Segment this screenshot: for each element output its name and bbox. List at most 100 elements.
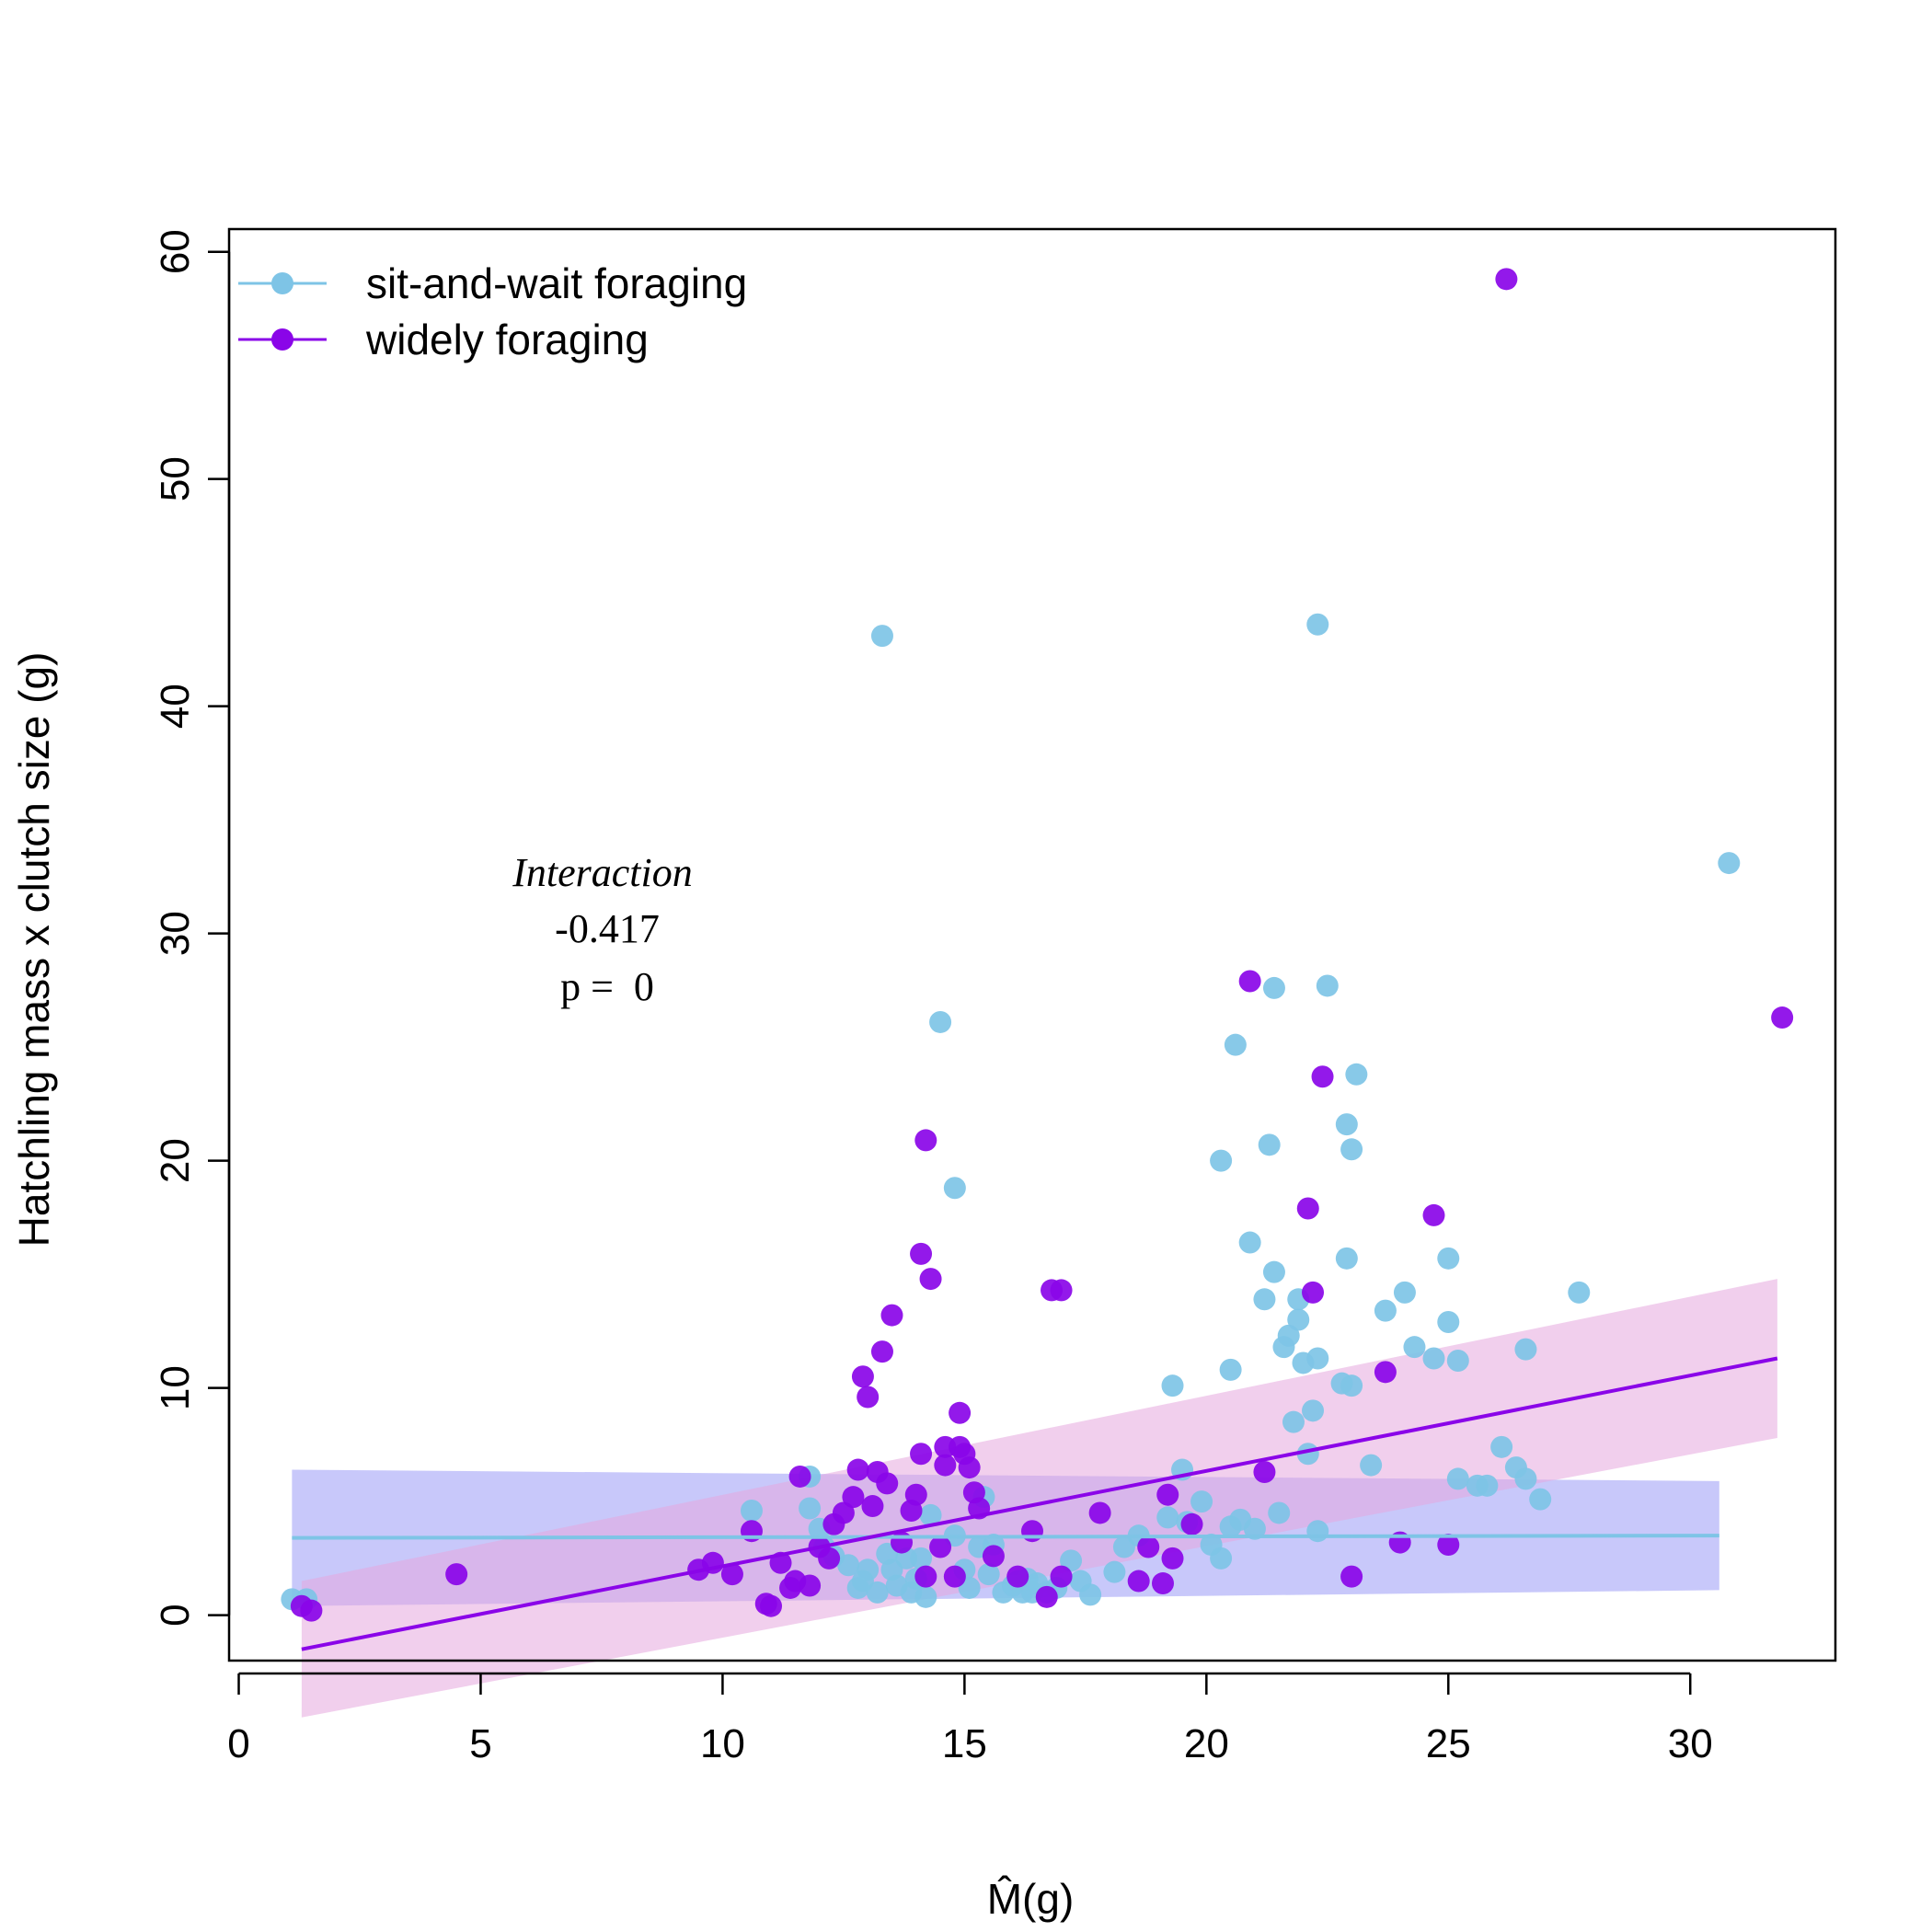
data-point-s0-59 xyxy=(1238,1231,1261,1254)
data-point-s0-95 xyxy=(1490,1435,1513,1458)
y-tick-label-40: 40 xyxy=(153,684,198,729)
data-point-s0-51 xyxy=(1190,1490,1213,1513)
data-point-s1-56 xyxy=(1156,1483,1179,1506)
data-point-s0-77 xyxy=(1316,974,1339,997)
data-point-s1-64 xyxy=(1340,1565,1363,1588)
y-tick-label-10: 10 xyxy=(153,1365,198,1410)
data-point-s1-69 xyxy=(1495,268,1518,291)
data-point-s1-46 xyxy=(1006,1565,1029,1588)
data-point-s0-54 xyxy=(1210,1547,1233,1570)
data-point-s0-81 xyxy=(1340,1138,1363,1161)
data-point-s0-61 xyxy=(1253,1288,1276,1311)
x-tick-label-5: 5 xyxy=(469,1721,491,1766)
data-point-s0-91 xyxy=(1446,1467,1469,1490)
confidence-band-1 xyxy=(301,1279,1777,1718)
data-points xyxy=(281,268,1794,1622)
data-point-s0-70 xyxy=(1287,1308,1310,1331)
data-point-s1-68 xyxy=(1437,1534,1460,1557)
data-point-s1-47 xyxy=(1021,1520,1043,1543)
data-point-s0-48 xyxy=(1161,1374,1184,1397)
data-point-s0-56 xyxy=(1219,1358,1242,1381)
data-point-s0-68 xyxy=(1282,1410,1305,1433)
data-point-s0-57 xyxy=(1224,1033,1247,1056)
data-point-s1-61 xyxy=(1296,1197,1319,1220)
data-point-s0-43 xyxy=(1079,1583,1102,1606)
y-tick-label-60: 60 xyxy=(153,229,198,274)
data-point-s0-22 xyxy=(919,1503,942,1526)
data-point-s1-22 xyxy=(861,1495,884,1518)
data-point-s0-85 xyxy=(1374,1299,1397,1322)
data-point-s1-53 xyxy=(1127,1570,1150,1593)
data-point-s1-50 xyxy=(1050,1279,1073,1302)
data-point-s1-62 xyxy=(1302,1281,1325,1304)
data-point-s1-45 xyxy=(982,1545,1005,1568)
data-point-s1-27 xyxy=(891,1531,914,1554)
x-tick-label-15: 15 xyxy=(942,1721,987,1766)
annotation-value: -0.417 xyxy=(555,906,660,951)
data-point-s0-44 xyxy=(1103,1560,1126,1583)
data-point-s0-63 xyxy=(1262,976,1285,999)
data-point-s0-30 xyxy=(977,1563,1000,1586)
data-point-s0-98 xyxy=(1514,1467,1537,1490)
data-point-s1-65 xyxy=(1374,1361,1397,1384)
data-point-s0-94 xyxy=(1476,1474,1499,1497)
y-tick-label-20: 20 xyxy=(153,1138,198,1183)
fit-line-1 xyxy=(301,1356,1778,1651)
legend-label-widely: widely foraging xyxy=(365,316,649,363)
data-point-s1-48 xyxy=(1035,1585,1058,1608)
y-tick-label-50: 50 xyxy=(153,456,198,501)
data-point-s1-32 xyxy=(914,1129,937,1152)
data-point-s0-87 xyxy=(1403,1336,1426,1359)
legend-marker-widely xyxy=(271,328,293,351)
data-point-s1-31 xyxy=(910,1443,933,1466)
fit-line-0 xyxy=(292,1534,1719,1540)
x-tick-label-30: 30 xyxy=(1668,1721,1713,1766)
data-point-s0-21 xyxy=(914,1585,937,1608)
y-tick-label-30: 30 xyxy=(153,911,198,956)
data-point-s0-84 xyxy=(1360,1454,1383,1477)
data-point-s0-73 xyxy=(1302,1399,1325,1422)
data-point-s1-15 xyxy=(818,1547,841,1570)
data-point-s1-67 xyxy=(1422,1203,1445,1226)
data-point-s1-30 xyxy=(910,1242,933,1265)
data-point-s1-5 xyxy=(720,1563,743,1586)
annotation-p-value: p = 0 xyxy=(560,964,654,1009)
data-point-s0-100 xyxy=(1568,1281,1591,1304)
data-point-s0-60 xyxy=(1243,1517,1266,1540)
x-tick-label-0: 0 xyxy=(227,1721,249,1766)
data-point-s0-62 xyxy=(1258,1133,1281,1156)
data-point-s0-13 xyxy=(870,625,893,648)
data-point-s1-20 xyxy=(851,1365,874,1388)
data-point-s0-4 xyxy=(799,1497,822,1520)
legend-marker-sit-and-wait xyxy=(271,272,293,294)
data-point-s0-12 xyxy=(866,1581,889,1604)
data-point-s1-18 xyxy=(842,1486,865,1509)
data-point-s1-19 xyxy=(846,1458,869,1481)
data-point-s0-65 xyxy=(1268,1501,1291,1524)
legend-entry-sit-and-wait: sit-and-wait foraging xyxy=(238,259,747,307)
data-point-s1-55 xyxy=(1151,1572,1174,1595)
data-point-s0-23 xyxy=(929,1010,952,1033)
data-point-s0-88 xyxy=(1422,1347,1445,1370)
data-point-s1-70 xyxy=(1771,1006,1794,1029)
data-point-s0-101 xyxy=(1718,852,1741,875)
data-point-s1-1 xyxy=(300,1599,323,1622)
x-tick-label-25: 25 xyxy=(1426,1721,1471,1766)
data-point-s0-64 xyxy=(1262,1260,1285,1283)
data-point-s1-25 xyxy=(876,1472,899,1495)
data-point-s0-2 xyxy=(740,1499,763,1522)
data-point-s1-51 xyxy=(1050,1565,1073,1588)
data-point-s0-74 xyxy=(1306,1347,1329,1370)
data-point-s0-8 xyxy=(837,1554,860,1577)
data-point-s0-20 xyxy=(910,1547,933,1570)
data-point-s1-26 xyxy=(880,1304,903,1327)
data-point-s0-76 xyxy=(1306,1520,1329,1543)
data-point-s0-99 xyxy=(1529,1488,1552,1511)
data-point-s1-35 xyxy=(929,1535,952,1558)
legend: sit-and-wait foraging widely foraging xyxy=(238,259,747,363)
data-point-s1-8 xyxy=(760,1594,783,1617)
data-point-s1-58 xyxy=(1180,1512,1203,1535)
data-point-s0-11 xyxy=(857,1558,880,1581)
data-point-s0-79 xyxy=(1335,1113,1358,1136)
x-tick-label-20: 20 xyxy=(1184,1721,1229,1766)
